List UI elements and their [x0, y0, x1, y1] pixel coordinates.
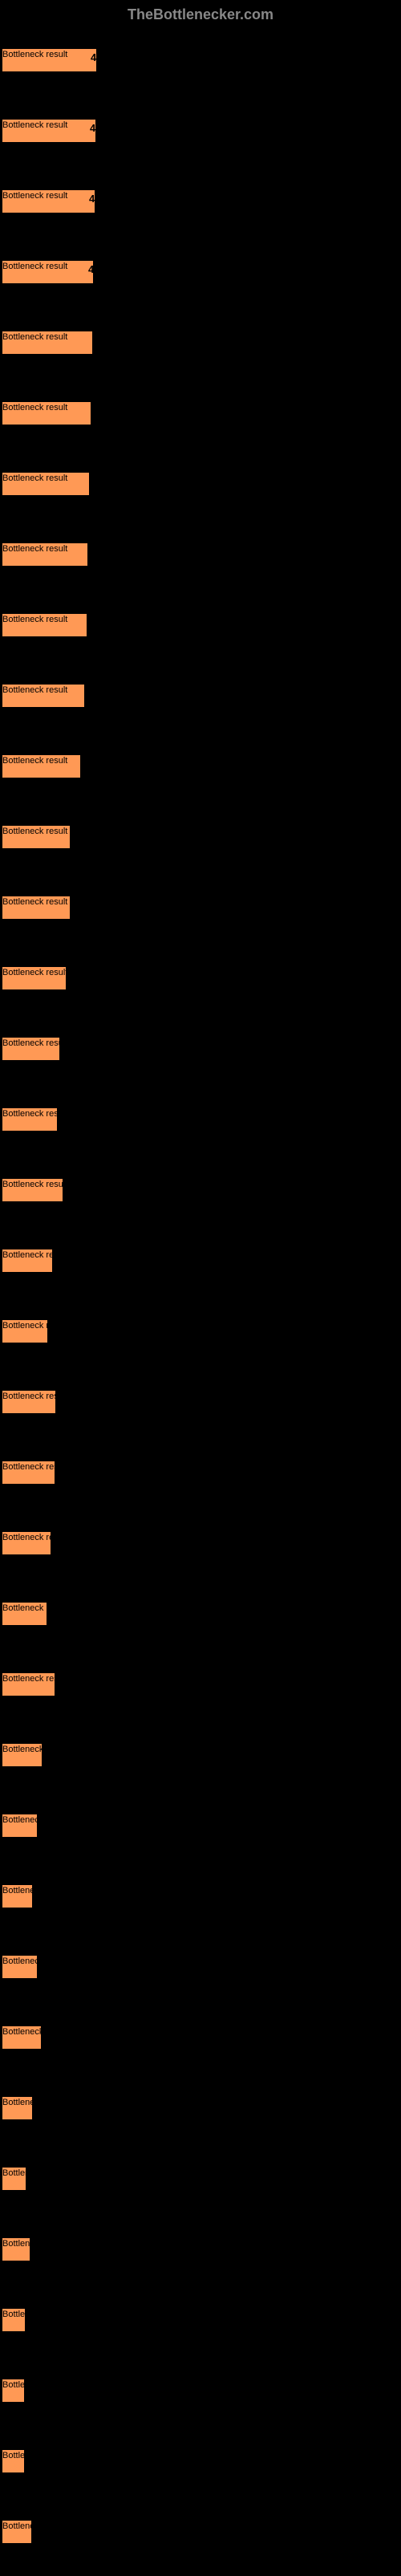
bar-row: Bottleneck result [0, 599, 401, 669]
bar-row: Bottleneck result 4 [0, 175, 401, 246]
bar-label: Bottleneck result [2, 1533, 67, 1542]
bar-label: Bottleneck result [2, 1603, 67, 1613]
bar-value: 4 [90, 122, 95, 134]
bar-row: Bottleneck result [0, 1375, 401, 1446]
bar-label: Bottle [2, 2451, 25, 2460]
bar-row: Bottle [0, 2294, 401, 2364]
bar-label: Bottleneck result [2, 262, 67, 271]
bar-row: Bottleneck result [0, 387, 401, 457]
bar-label: Bottleneck result [2, 1180, 67, 1189]
bar-row: Bottlene [0, 1870, 401, 1940]
bar-row: Bottleneck result [0, 1305, 401, 1375]
bar-row: Bottleneck result [0, 881, 401, 952]
bar-label: Bottleneck result [2, 1109, 67, 1119]
bar-row: Bottleneck result [0, 457, 401, 528]
bar-label: Bottleneck result [2, 473, 67, 483]
bar-label: Bottleneck [2, 1815, 43, 1825]
bar-label: Bottleneck result [2, 1392, 67, 1401]
bar-row: Bottleneck result [0, 1164, 401, 1234]
bar-row: Bottleneck r [0, 1729, 401, 1799]
bar-value: 4 [89, 193, 95, 205]
bar-label: Bottleneck result [2, 1250, 67, 1260]
bar-label: Bottleneck result [2, 544, 67, 554]
bar-label: Bottleneck result [2, 968, 67, 977]
bar-row: Bottle [0, 2364, 401, 2435]
bar-row: Bottleneck result 4 [0, 104, 401, 175]
bar-label: Bottle [2, 2310, 25, 2319]
bar-row: Bottleneck result [0, 952, 401, 1022]
bar-row: Bottleneck result [0, 1022, 401, 1093]
bottleneck-chart: Bottleneck result42Bottleneck result4Bot… [0, 30, 401, 2566]
bar-row: Bottleneck result [0, 1658, 401, 1729]
bar-label: Bottleneck [2, 1956, 43, 1966]
bar-row: Bottleneck result [0, 1093, 401, 1164]
bar-row: Bottlene [0, 2082, 401, 2152]
bar-row: Bottleneck result [0, 740, 401, 811]
bar-value: 42 [91, 51, 102, 63]
site-header: TheBottlenecker.com [0, 0, 401, 30]
bar-label: Bottleneck result [2, 403, 67, 412]
bar-row: Bottleneck re [0, 2011, 401, 2082]
bar-label: Bottleneck result [2, 1462, 67, 1472]
bar-row: Bottleneck result [0, 316, 401, 387]
bar-label: Bottler [2, 2168, 28, 2178]
bar-label: Bottlene [2, 2239, 34, 2249]
bar-row: Bottler [0, 2152, 401, 2223]
bar-label: Bottle [2, 2380, 25, 2390]
bar-row: Bottleneck result 42 [0, 34, 401, 104]
bar-row: Bottleneck result [0, 1234, 401, 1305]
bar-label: Bottleneck result [2, 332, 67, 342]
bar-label: Bottleneck result [2, 1038, 67, 1048]
bar-label: Bottleneck re [2, 2027, 54, 2037]
bar-label: Bottlene [2, 1886, 34, 1895]
bar-row: Bottleneck [0, 1940, 401, 2011]
bar-label: Bottleneck result [2, 191, 67, 201]
bar-label: Bottleneck result [2, 756, 67, 766]
bar-label: Bottleneck result [2, 1674, 67, 1684]
bar-row: Bottleneck [0, 1799, 401, 1870]
bar-row: Bottlene [0, 2505, 401, 2576]
bar-label: Bottleneck result [2, 50, 67, 59]
bar-label: Bottleneck result [2, 1321, 67, 1331]
bar-label: Bottleneck result [2, 615, 67, 624]
bar-row: Bottle [0, 2435, 401, 2505]
bar-row: Bottleneck result 4 [0, 246, 401, 316]
bar-value: 4 [88, 263, 94, 275]
bar-row: Bottleneck result [0, 1517, 401, 1587]
bar-label: Bottlene [2, 2098, 34, 2107]
bar-row: Bottleneck result [0, 669, 401, 740]
bar-row: Bottlene [0, 2223, 401, 2294]
bar-label: Bottleneck result [2, 685, 67, 695]
bar-label: Bottleneck r [2, 1745, 49, 1754]
bar-label: Bottlene [2, 2521, 34, 2531]
bar-row: Bottleneck result [0, 1446, 401, 1517]
bar-label: Bottleneck result [2, 827, 67, 836]
bar-label: Bottleneck result [2, 897, 67, 907]
bar-row: Bottleneck result [0, 1587, 401, 1658]
bar-label: Bottleneck result [2, 120, 67, 130]
bar-row: Bottleneck result [0, 528, 401, 599]
bar-row: Bottleneck result [0, 811, 401, 881]
